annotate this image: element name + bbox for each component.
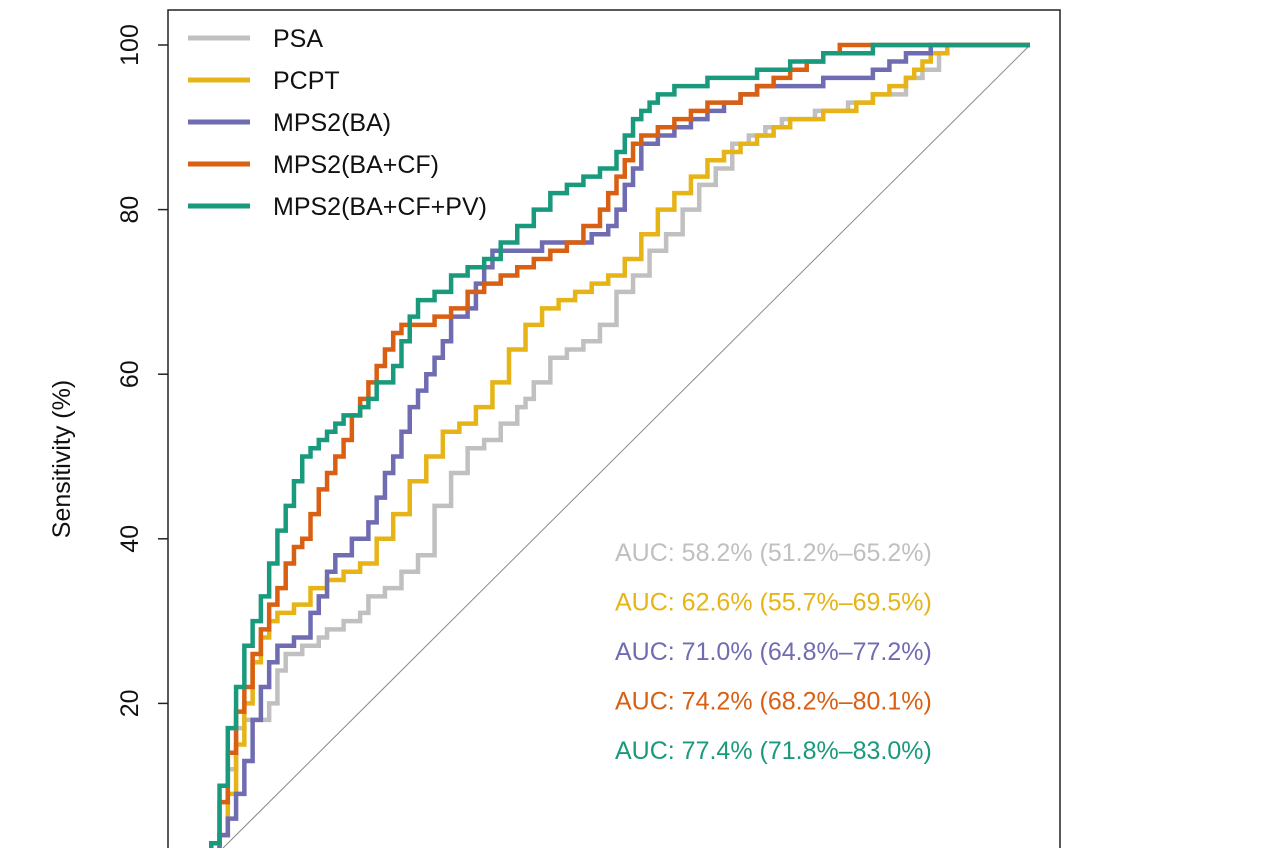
plot-frame xyxy=(167,9,1061,848)
auc-annotation: AUC: 74.2% (68.2%–80.1%) xyxy=(615,688,932,716)
legend: PSA PCPT MPS2(BA) MPS2(BA+CF) MPS2(BA+CF+PV) xyxy=(188,25,487,221)
y-tick-label: 80 xyxy=(116,196,144,224)
auc-annotations: AUC: 58.2% (51.2%–65.2%) AUC: 62.6% (55.7… xyxy=(615,539,932,765)
legend-label: MPS2(BA) xyxy=(273,109,391,137)
auc-annotation: AUC: 62.6% (55.7%–69.5%) xyxy=(615,589,932,617)
y-tick-label: 60 xyxy=(116,360,144,388)
roc-curves xyxy=(209,42,1030,848)
reference-diagonal xyxy=(222,44,1031,848)
y-axis: 20 40 60 80 100 xyxy=(116,24,168,717)
y-tick-label: 100 xyxy=(116,24,144,66)
legend-label: PCPT xyxy=(273,67,340,95)
y-tick-label: 20 xyxy=(116,689,144,717)
auc-annotation: AUC: 77.4% (71.8%–83.0%) xyxy=(615,737,932,765)
legend-label: PSA xyxy=(273,25,323,53)
roc-curve-pcpt xyxy=(217,42,1030,848)
plot-border xyxy=(167,9,1061,848)
auc-annotation: AUC: 71.0% (64.8%–77.2%) xyxy=(615,638,932,666)
chance-diagonal-line xyxy=(222,44,1031,848)
roc-curve-mps2-ba-cf- xyxy=(209,42,1030,848)
y-tick-label: 40 xyxy=(116,525,144,553)
legend-label: MPS2(BA+CF+PV) xyxy=(273,193,487,221)
roc-curve-mps2-ba-cf-pv- xyxy=(209,42,1030,848)
auc-annotation: AUC: 58.2% (51.2%–65.2%) xyxy=(615,539,932,567)
y-axis-title: Sensitivity (%) xyxy=(48,380,76,538)
legend-label: MPS2(BA+CF) xyxy=(273,151,439,179)
